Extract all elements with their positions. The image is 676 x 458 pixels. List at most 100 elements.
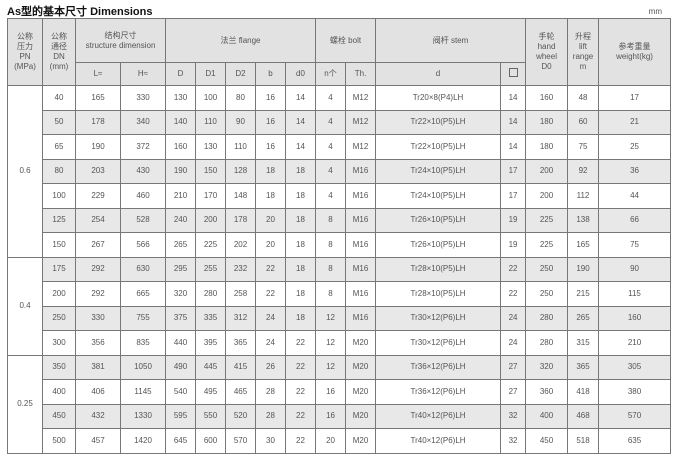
table-cell: Tr36×12(P6)LH [375, 379, 502, 405]
table-cell: 60 [567, 109, 600, 135]
header-d2: D2 [225, 62, 256, 86]
table-cell: M12 [345, 134, 377, 160]
table-cell: 14 [500, 109, 527, 135]
table-row: 250 330 755 375 335 312 24 18 12 M16 Tr30×12(P6)LH… [8, 305, 672, 331]
table-cell: 14 [284, 109, 317, 135]
table-cell: 18 [284, 158, 317, 184]
table-row: 65 190 372 160 130 110 16 14 4 M12 Tr22×10(P5)LH 14… [8, 134, 672, 160]
table-cell: 75 [567, 134, 600, 160]
table-cell: 180 [525, 134, 569, 160]
table-cell: 225 [195, 232, 226, 258]
table-cell: 356 [75, 330, 121, 356]
table-cell: 200 [525, 183, 569, 209]
table-cell: 265 [567, 305, 600, 331]
table-cell: M12 [345, 109, 377, 135]
table-cell: 381 [75, 354, 121, 380]
table-cell: 14 [284, 85, 317, 111]
table-cell: 170 [195, 183, 226, 209]
header-d0: d0 [284, 62, 317, 86]
table-cell: 4 [315, 109, 347, 135]
table-cell: 430 [120, 158, 166, 184]
table-cell: 140 [165, 109, 196, 135]
table-cell: 460 [120, 183, 166, 209]
table-cell: 350 [42, 354, 76, 380]
table-cell: 258 [225, 281, 256, 307]
header-stem-d: d [375, 62, 502, 86]
table-cell: 92 [567, 158, 600, 184]
table-cell: 500 [42, 428, 76, 454]
table-cell: 240 [165, 207, 196, 233]
table-cell: 115 [598, 281, 672, 307]
table-cell: 22 [284, 354, 317, 380]
table-cell: 445 [195, 354, 226, 380]
table-cell: Tr40×12(P6)LH [375, 403, 502, 429]
table-cell: 755 [120, 305, 166, 331]
table-cell: 520 [225, 403, 256, 429]
table-cell: 250 [525, 256, 569, 282]
table-cell: 372 [120, 134, 166, 160]
table-cell: 292 [75, 256, 121, 282]
table-cell: 365 [225, 330, 256, 356]
table-cell: 36 [598, 158, 672, 184]
table-cell: Tr24×10(P5)LH [375, 183, 502, 209]
table-cell: M16 [345, 158, 377, 184]
header-lift: 升程 lift range m [567, 18, 600, 86]
table-cell: 100 [42, 183, 76, 209]
header-bolt: 螺栓 bolt [315, 18, 377, 63]
table-cell: 315 [567, 330, 600, 356]
table-cell: 14 [284, 134, 317, 160]
table-cell: M16 [345, 256, 377, 282]
table-cell: 4 [315, 134, 347, 160]
header-pn: 公称 压力 PN (MPa) [7, 18, 43, 86]
table-cell: Tr30×12(P6)LH [375, 305, 502, 331]
table-cell: 1420 [120, 428, 166, 454]
table-cell: 16 [315, 403, 347, 429]
table-cell: 110 [225, 134, 256, 160]
table-cell: 267 [75, 232, 121, 258]
table-cell: 8 [315, 207, 347, 233]
table-cell: Tr26×10(P5)LH [375, 207, 502, 233]
header-b: b [255, 62, 286, 86]
table-cell: 495 [195, 379, 226, 405]
table-cell: 18 [284, 305, 317, 331]
table-cell: 16 [255, 109, 286, 135]
table-cell: 200 [195, 207, 226, 233]
table-cell: 165 [567, 232, 600, 258]
table-cell: 20 [255, 232, 286, 258]
header-handwheel: 手轮 hand wheel D0 [525, 18, 569, 86]
table-cell: M12 [345, 85, 377, 111]
table-cell: 14 [500, 134, 527, 160]
table-cell: 160 [525, 85, 569, 111]
table-cell: M20 [345, 354, 377, 380]
pressure-cell: 0.25 [7, 354, 43, 454]
table-cell: 550 [195, 403, 226, 429]
table-cell: M16 [345, 232, 377, 258]
table-cell: 250 [42, 305, 76, 331]
table-cell: 16 [255, 134, 286, 160]
table-cell: 22 [500, 256, 527, 282]
table-cell: M16 [345, 305, 377, 331]
table-cell: 225 [525, 232, 569, 258]
unit-label: mm [648, 7, 662, 16]
table-cell: 665 [120, 281, 166, 307]
table-cell: 8 [315, 281, 347, 307]
table-cell: Tr40×12(P6)LH [375, 428, 502, 454]
table-cell: 400 [42, 379, 76, 405]
table-cell: 4 [315, 85, 347, 111]
table-cell: 1145 [120, 379, 166, 405]
table-cell: 50 [42, 109, 76, 135]
table-cell: 210 [165, 183, 196, 209]
table-cell: 8 [315, 256, 347, 282]
table-cell: 406 [75, 379, 121, 405]
table-cell: 300 [42, 330, 76, 356]
table-cell: 518 [567, 428, 600, 454]
table-cell: 215 [567, 281, 600, 307]
table-cell: 180 [525, 109, 569, 135]
header-flange: 法兰 flange [164, 18, 317, 63]
table-cell: 14 [500, 85, 527, 111]
table-cell: Tr20×8(P4)LH [375, 85, 502, 111]
table-cell: 24 [500, 305, 527, 331]
table-cell: 150 [195, 158, 226, 184]
table-cell: 160 [165, 134, 196, 160]
table-cell: 450 [42, 403, 76, 429]
